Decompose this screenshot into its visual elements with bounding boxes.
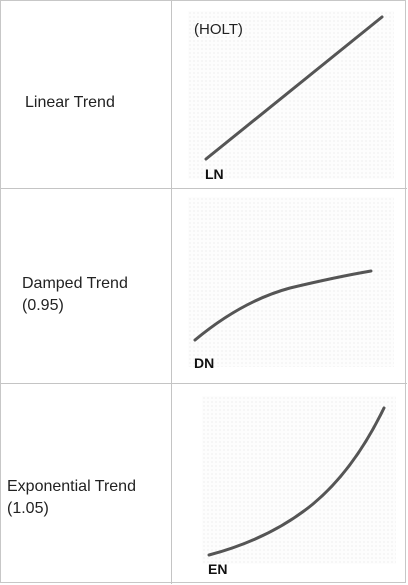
- graph-background: [188, 197, 394, 367]
- series-tag-ln: LN: [205, 166, 224, 182]
- exponential-trend-label: Exponential Trend: [7, 478, 136, 495]
- row-damped-trend: Damped Trend (0.95) DN: [1, 189, 407, 384]
- damped-trend-label: Damped Trend: [22, 275, 128, 292]
- series-tag-en: EN: [208, 561, 228, 577]
- holt-note: (HOLT): [194, 21, 243, 38]
- graph-cell-damped: DN: [172, 189, 407, 383]
- row-exponential-trend: Exponential Trend (1.05) EN: [1, 384, 407, 584]
- label-cell-linear: Linear Trend: [1, 1, 172, 188]
- exponential-trend-curve: [207, 406, 386, 557]
- series-tag-dn: DN: [194, 355, 215, 371]
- linear-trend-curve: [204, 15, 384, 161]
- graph-cell-linear: (HOLT) LN: [172, 1, 407, 188]
- row-linear-trend: Linear Trend (HOLT) LN: [1, 1, 407, 189]
- exponential-trend-parameter: (1.05): [7, 500, 49, 517]
- damped-trend-curve: [193, 269, 373, 342]
- graph-background: [202, 396, 396, 564]
- graph-background: [188, 11, 394, 179]
- label-cell-damped: Damped Trend (0.95): [1, 189, 172, 383]
- graph-cell-exponential: EN: [172, 384, 407, 584]
- damped-trend-parameter: (0.95): [22, 297, 64, 314]
- label-cell-exponential: Exponential Trend (1.05): [1, 384, 172, 584]
- linear-trend-label: Linear Trend: [25, 94, 115, 111]
